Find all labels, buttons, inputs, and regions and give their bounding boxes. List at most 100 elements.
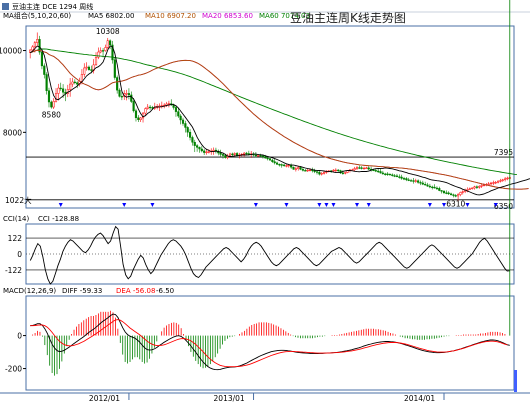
- candle-body: [320, 173, 323, 175]
- candle-body: [47, 90, 51, 103]
- ma-prefix: MA组合(5,10,20,60): [3, 11, 71, 20]
- candle-body: [391, 174, 394, 176]
- candle-body: [372, 169, 375, 171]
- ma-value-0: MA5 6802.00: [88, 12, 134, 20]
- candle-body: [360, 167, 363, 169]
- candle-body: [308, 169, 312, 172]
- price-annotation: 6310: [446, 199, 465, 208]
- scroll-indicator[interactable]: [514, 370, 517, 392]
- macd-value-2: -6.50: [156, 287, 174, 295]
- candle-body: [412, 180, 415, 182]
- candle-body: [478, 186, 481, 188]
- candle-body: [127, 93, 130, 96]
- candle-body: [445, 192, 448, 194]
- candle-body: [221, 154, 225, 156]
- candle-body: [125, 93, 128, 95]
- candle-body: [69, 83, 72, 90]
- x-axis-label: 2013/01: [214, 394, 245, 403]
- candle-body: [188, 131, 192, 138]
- candle-body: [355, 167, 359, 169]
- candle-body: [301, 169, 304, 171]
- macd-legend: DIFF -59.33 DEA -56.08 -6.50: [62, 287, 174, 295]
- candle-body: [304, 170, 307, 172]
- cci-value: CCI -128.88: [38, 215, 79, 223]
- cci-title: CCI(14): [3, 215, 29, 223]
- candle-body: [231, 153, 234, 156]
- candle-body: [499, 180, 502, 182]
- candle-body: [62, 88, 65, 93]
- candle-body: [487, 183, 490, 185]
- candle-body: [428, 185, 431, 188]
- candle-body: [285, 165, 288, 167]
- candle-body: [297, 167, 300, 169]
- candle-body: [259, 155, 262, 157]
- candle-body: [87, 66, 91, 70]
- candle-body: [496, 180, 500, 183]
- candle-body: [144, 108, 147, 114]
- signal-marker: [253, 203, 258, 207]
- candle-body: [177, 111, 180, 117]
- candle-body: [165, 103, 168, 106]
- candle-body: [337, 169, 340, 172]
- signal-marker: [331, 203, 336, 207]
- frame-macd: [25, 295, 515, 391]
- candle-body: [243, 152, 246, 155]
- signal-marker: [465, 203, 470, 207]
- volume-label: 1022大: [5, 195, 32, 205]
- candle-body: [196, 145, 199, 148]
- candle-body: [506, 177, 509, 180]
- signal-marker: [493, 203, 498, 207]
- candle-body: [461, 191, 464, 193]
- candle-body: [344, 172, 347, 174]
- macd-diff-line: [30, 313, 510, 371]
- candle-body: [440, 190, 443, 192]
- frame-kline: [25, 25, 515, 209]
- candle-body: [386, 173, 389, 175]
- window-title: 豆油主连 DCE 1294 周线: [12, 2, 93, 11]
- ma-value-3: MA60 7074.03: [259, 12, 310, 20]
- signal-marker: [150, 203, 155, 207]
- candle-body: [71, 81, 74, 85]
- candle-body: [398, 176, 401, 178]
- candle-body: [236, 153, 239, 156]
- candle-body: [275, 162, 279, 165]
- ma-value-2: MA20 6853.60: [202, 12, 253, 20]
- candle-body: [50, 101, 53, 108]
- candle-body: [395, 175, 399, 177]
- signal-marker: [58, 203, 63, 207]
- candle-body: [494, 181, 497, 184]
- candle-body: [358, 167, 361, 169]
- price-annotation: 10308: [96, 27, 120, 36]
- candle-body: [207, 151, 210, 153]
- candle-body: [268, 158, 272, 161]
- macd-title: MACD(12,26,9): [3, 287, 56, 295]
- macd-value-1: DEA -56.08: [116, 287, 155, 295]
- candle-body: [36, 39, 39, 43]
- candle-body: [435, 187, 439, 190]
- ref-line-label: 6350: [494, 202, 513, 211]
- candle-body: [271, 159, 274, 162]
- candle-body: [299, 167, 302, 170]
- candle-body: [198, 147, 201, 150]
- candle-body: [442, 190, 446, 194]
- candle-body: [45, 74, 48, 91]
- candle-body: [381, 172, 384, 175]
- signal-marker: [441, 203, 446, 207]
- candle-body: [184, 123, 187, 128]
- candle-body: [59, 87, 62, 90]
- candle-body: [454, 195, 457, 197]
- candle-body: [482, 184, 486, 187]
- candle-body: [459, 192, 462, 195]
- x-axis-labels: 2012/01 2013/01 2014/01: [89, 393, 445, 403]
- cci-tick-label: 122: [8, 234, 23, 243]
- candle-body: [280, 164, 283, 166]
- candle-body: [224, 155, 227, 158]
- candle-body: [473, 186, 476, 189]
- candle-body: [118, 89, 121, 97]
- candle-body: [191, 137, 194, 143]
- signal-marker: [317, 203, 322, 207]
- price-annotation: 8580: [42, 111, 61, 120]
- ma-legend: MA组合(5,10,20,60) MA5 6802.00 MA10 6907.20…: [3, 11, 310, 20]
